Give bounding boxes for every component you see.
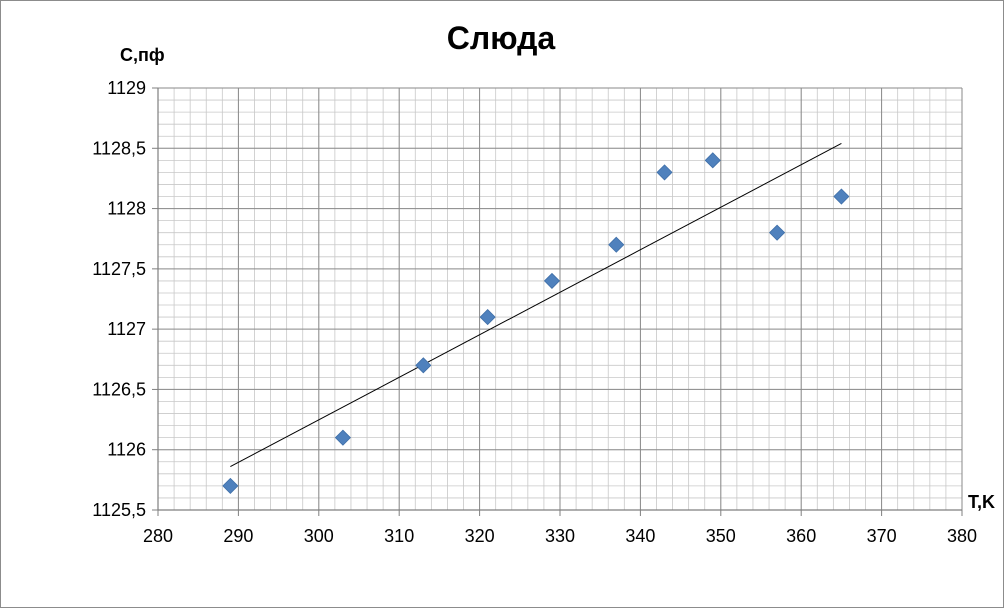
y-tick-label: 1127 <box>107 319 146 339</box>
y-tick-label: 1125,5 <box>92 500 146 520</box>
x-tick-label: 350 <box>706 526 736 546</box>
data-point <box>415 357 432 374</box>
y-tick-label: 1128 <box>107 199 146 219</box>
data-point <box>608 236 625 253</box>
y-tick-label: 1129 <box>107 78 146 98</box>
trendline-layer <box>230 143 842 468</box>
data-point <box>479 309 496 326</box>
data-point <box>656 164 673 181</box>
y-tick-label: 1126,5 <box>92 379 146 399</box>
x-tick-label: 320 <box>465 526 495 546</box>
data-point <box>222 477 239 494</box>
data-point <box>334 429 351 446</box>
x-tick-label: 380 <box>947 526 977 546</box>
x-tick-label: 330 <box>545 526 575 546</box>
x-tick-label: 340 <box>625 526 655 546</box>
chart-title: Слюда <box>446 20 556 56</box>
data-point <box>833 188 850 205</box>
x-tick-label: 360 <box>786 526 816 546</box>
data-point <box>704 152 721 169</box>
data-point <box>769 224 786 241</box>
data-point <box>543 272 561 289</box>
x-tick-labels: 280 290 300 310 320 330 340 350 360 370 380 <box>143 526 977 546</box>
trendline <box>230 143 842 468</box>
x-tick-label: 370 <box>867 526 897 546</box>
axes <box>152 87 963 516</box>
x-axis-label: T,K <box>968 492 995 512</box>
y-tick-label: 1128,5 <box>92 138 146 158</box>
data-points <box>222 152 850 494</box>
y-tick-label: 1127,5 <box>92 259 146 279</box>
x-tick-label: 290 <box>223 526 253 546</box>
y-tick-label: 1126 <box>107 440 146 460</box>
x-tick-label: 310 <box>384 526 414 546</box>
y-tick-labels: 1125,5 1126 1126,5 1127 1127,5 1128 1128,5 1129 <box>92 78 146 520</box>
x-tick-label: 300 <box>304 526 334 546</box>
x-tick-label: 280 <box>143 526 173 546</box>
y-axis-label: C,пф <box>120 45 165 65</box>
